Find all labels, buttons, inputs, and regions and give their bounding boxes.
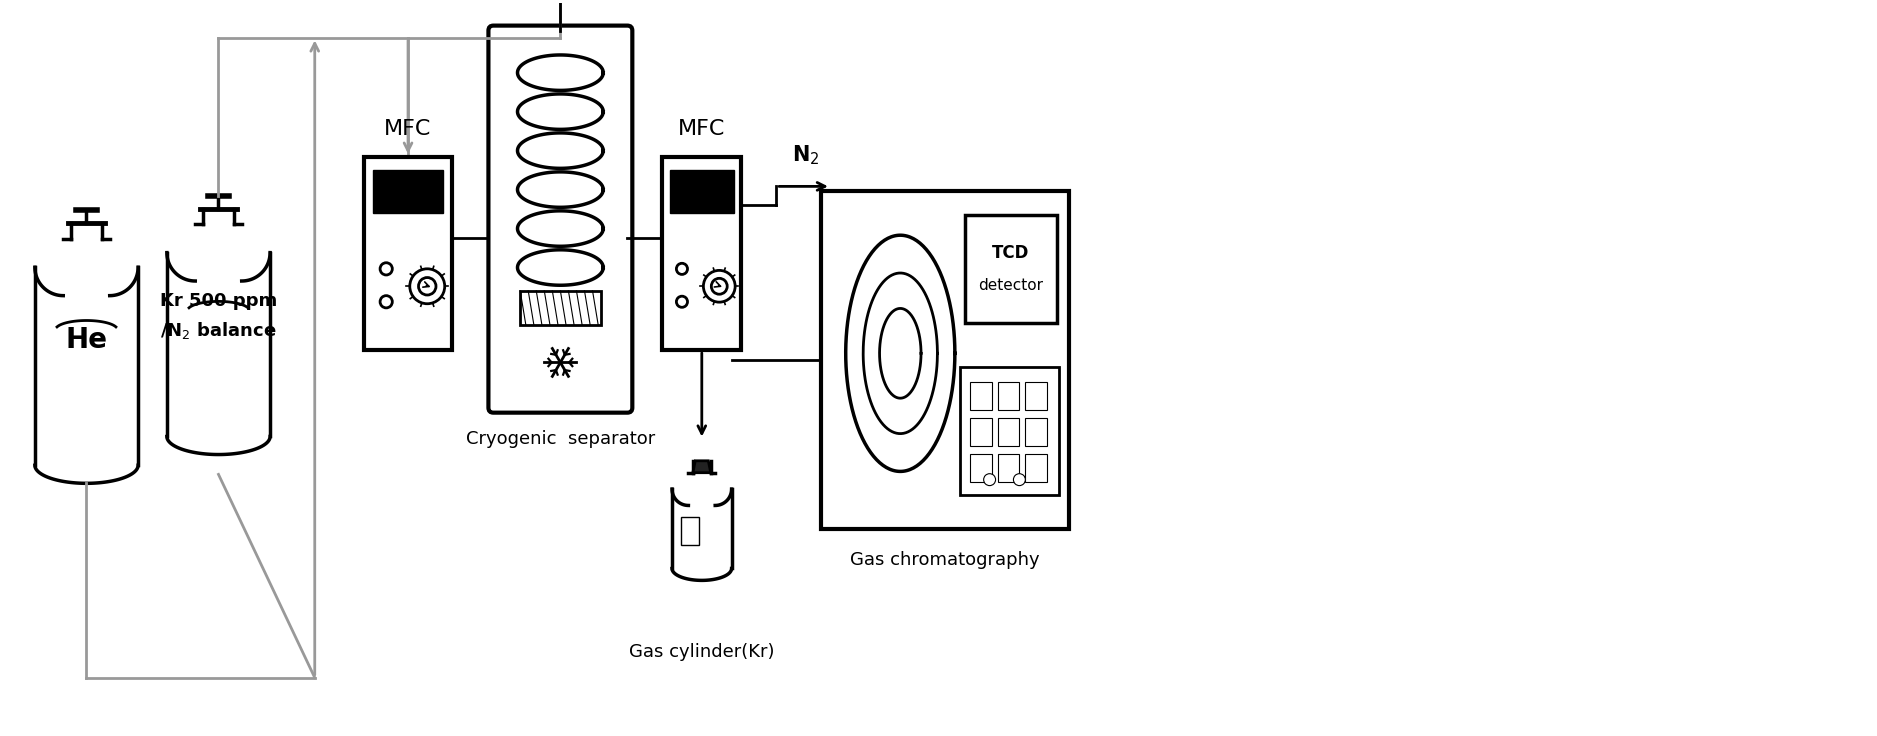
Text: N$_2$: N$_2$ — [792, 143, 820, 166]
Text: Gas cylinder(Kr): Gas cylinder(Kr) — [629, 643, 775, 661]
Bar — [374, 170, 443, 213]
Bar — [1025, 418, 1047, 446]
Circle shape — [676, 296, 687, 308]
Text: /N$_2$ balance: /N$_2$ balance — [160, 319, 278, 341]
Circle shape — [711, 278, 726, 294]
Text: MFC: MFC — [678, 118, 726, 139]
Text: TCD: TCD — [993, 244, 1029, 262]
Bar — [970, 454, 991, 482]
Bar — [997, 454, 1019, 482]
Bar — [970, 418, 991, 446]
Circle shape — [704, 270, 736, 302]
Bar — [820, 191, 1070, 528]
Text: MFC: MFC — [385, 118, 432, 139]
Bar — [364, 157, 452, 350]
Bar — [520, 291, 601, 325]
Text: Gas chromatography: Gas chromatography — [850, 551, 1040, 569]
Bar — [1025, 454, 1047, 482]
Bar — [965, 215, 1057, 323]
Circle shape — [409, 269, 445, 304]
Bar — [970, 382, 991, 411]
Text: detector: detector — [978, 277, 1044, 293]
Polygon shape — [693, 461, 711, 473]
Text: He: He — [66, 326, 107, 354]
Bar — [681, 517, 698, 545]
Text: Kr 500 ppm: Kr 500 ppm — [160, 291, 278, 310]
Circle shape — [419, 277, 435, 295]
Circle shape — [379, 263, 392, 275]
Circle shape — [676, 263, 687, 275]
Bar — [1025, 382, 1047, 411]
Bar — [670, 170, 734, 213]
Bar — [959, 367, 1059, 495]
Text: Cryogenic  separator: Cryogenic separator — [465, 430, 655, 447]
Circle shape — [1014, 474, 1025, 486]
FancyBboxPatch shape — [488, 26, 633, 413]
Bar — [997, 382, 1019, 411]
Circle shape — [984, 474, 995, 486]
Bar — [663, 157, 741, 350]
Circle shape — [379, 296, 392, 308]
Bar — [997, 418, 1019, 446]
